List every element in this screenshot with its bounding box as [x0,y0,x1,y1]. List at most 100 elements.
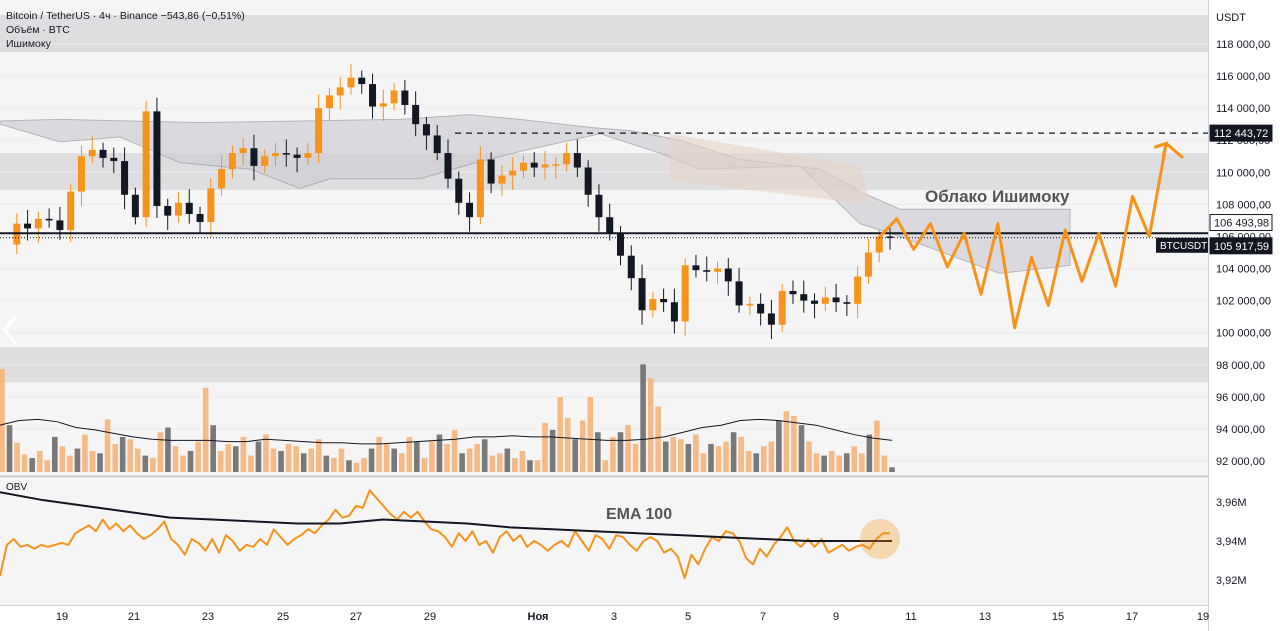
volume-bar [730,432,737,472]
volume-bar [421,457,428,472]
volume-bar [383,443,390,472]
volume-bar [6,425,13,472]
candle-body [670,302,678,322]
volume-bar [685,443,692,472]
symbol-tag-label: BTCUSDT [1160,241,1207,252]
legend-volume[interactable]: Объём · BTC [6,24,70,36]
volume-bar [655,406,661,472]
candle-body [811,300,819,304]
obv-highlight-circle [860,519,900,560]
volume-bar [104,419,111,472]
candle-body [282,153,290,155]
ema-annotation: EMA 100 [606,506,672,523]
candle-body [185,202,193,215]
candle-body [681,265,689,322]
volume-bar [82,434,88,472]
candle-body [476,159,484,218]
cloud-annotation: Облако Ишимоку [925,187,1070,206]
candle-body [563,153,571,165]
time-tick-label: 15 [1052,611,1064,623]
candle-body [886,236,894,238]
levels-layer [0,132,1208,239]
volume-bar [519,450,526,472]
volume-bar [331,457,337,472]
candle-body [218,169,226,189]
volume-bar [512,457,518,472]
candle-body [174,202,182,216]
volume-bar [323,455,330,472]
time-tick-label: 17 [1126,611,1138,623]
legend-symbol-row[interactable]: Bitcoin / TetherUS · 4ч · Binance −543,8… [6,9,245,23]
volume-bar [693,434,699,472]
volume-bar [134,448,141,472]
volume-bar [225,443,232,472]
candle-body [778,290,786,325]
obv-line [0,489,890,580]
candle-body [164,205,172,216]
volume-bar [587,397,594,472]
volume-bar [662,441,669,472]
volume-bar [36,450,43,472]
candle-body [466,202,474,218]
volume-bar [398,453,405,472]
candle-body [573,153,581,168]
candle-body [530,162,538,168]
price-tick-label: 110 000,00 [1216,167,1270,179]
price-tick-label: 108 000,00 [1216,199,1271,211]
time-tick-label: 23 [202,611,214,623]
price-tag-bg [1209,124,1273,142]
volume-layer [0,364,895,472]
volume-bar [29,457,35,472]
volume-bar [315,439,322,472]
candle-body [390,90,398,104]
volume-bar [481,439,488,472]
volume-bar [285,443,292,472]
volume-bar [783,411,790,472]
volume-bar [376,436,382,472]
ema100-line [0,491,892,542]
candle-body [552,164,560,166]
time-tick-label: 9 [833,611,839,623]
volume-bar [150,457,156,472]
volume-bar [459,453,465,472]
candle-body [56,220,64,231]
time-tick-label: 13 [979,611,991,623]
legend-ichimoku[interactable]: Ишимоку [6,38,51,50]
price-tick-label: 94 000,00 [1216,424,1265,436]
volume-bar [202,387,209,472]
candle-body [832,297,840,303]
volume-bar [715,446,722,472]
chevron-left-icon[interactable] [3,315,18,345]
volume-bar [51,436,58,472]
volume-bar [210,425,216,472]
candle-body [239,148,247,154]
price-axis-bg[interactable] [1208,0,1280,631]
volume-bar [240,436,247,472]
volume-bar [647,378,654,472]
volume-bar [21,454,28,472]
volume-bar [859,453,865,472]
candles-layer [13,64,894,340]
candle-body [595,194,603,218]
volume-bar [753,453,760,472]
volume-bar [97,453,103,472]
obv-tick-label: 3,92M [1216,575,1247,587]
volume-bar [738,436,744,472]
volume-bar [444,443,450,472]
candle-body [34,218,42,229]
volume-bar [489,455,496,472]
volume-bar [59,446,66,472]
price-tick-label: 116 000,00 [1216,71,1270,83]
volume-bar [248,455,254,472]
volume-bar [217,450,224,472]
candle-body [88,149,96,157]
volume-bar [564,418,571,472]
price-tick-label: 100 000,00 [1216,328,1271,340]
time-tick-label: 5 [685,611,691,623]
volume-bar [308,448,315,472]
volume-bar [700,453,707,472]
candle-body [757,303,765,314]
price-tick-label: 102 000,00 [1216,296,1271,308]
volume-bar [572,439,579,472]
